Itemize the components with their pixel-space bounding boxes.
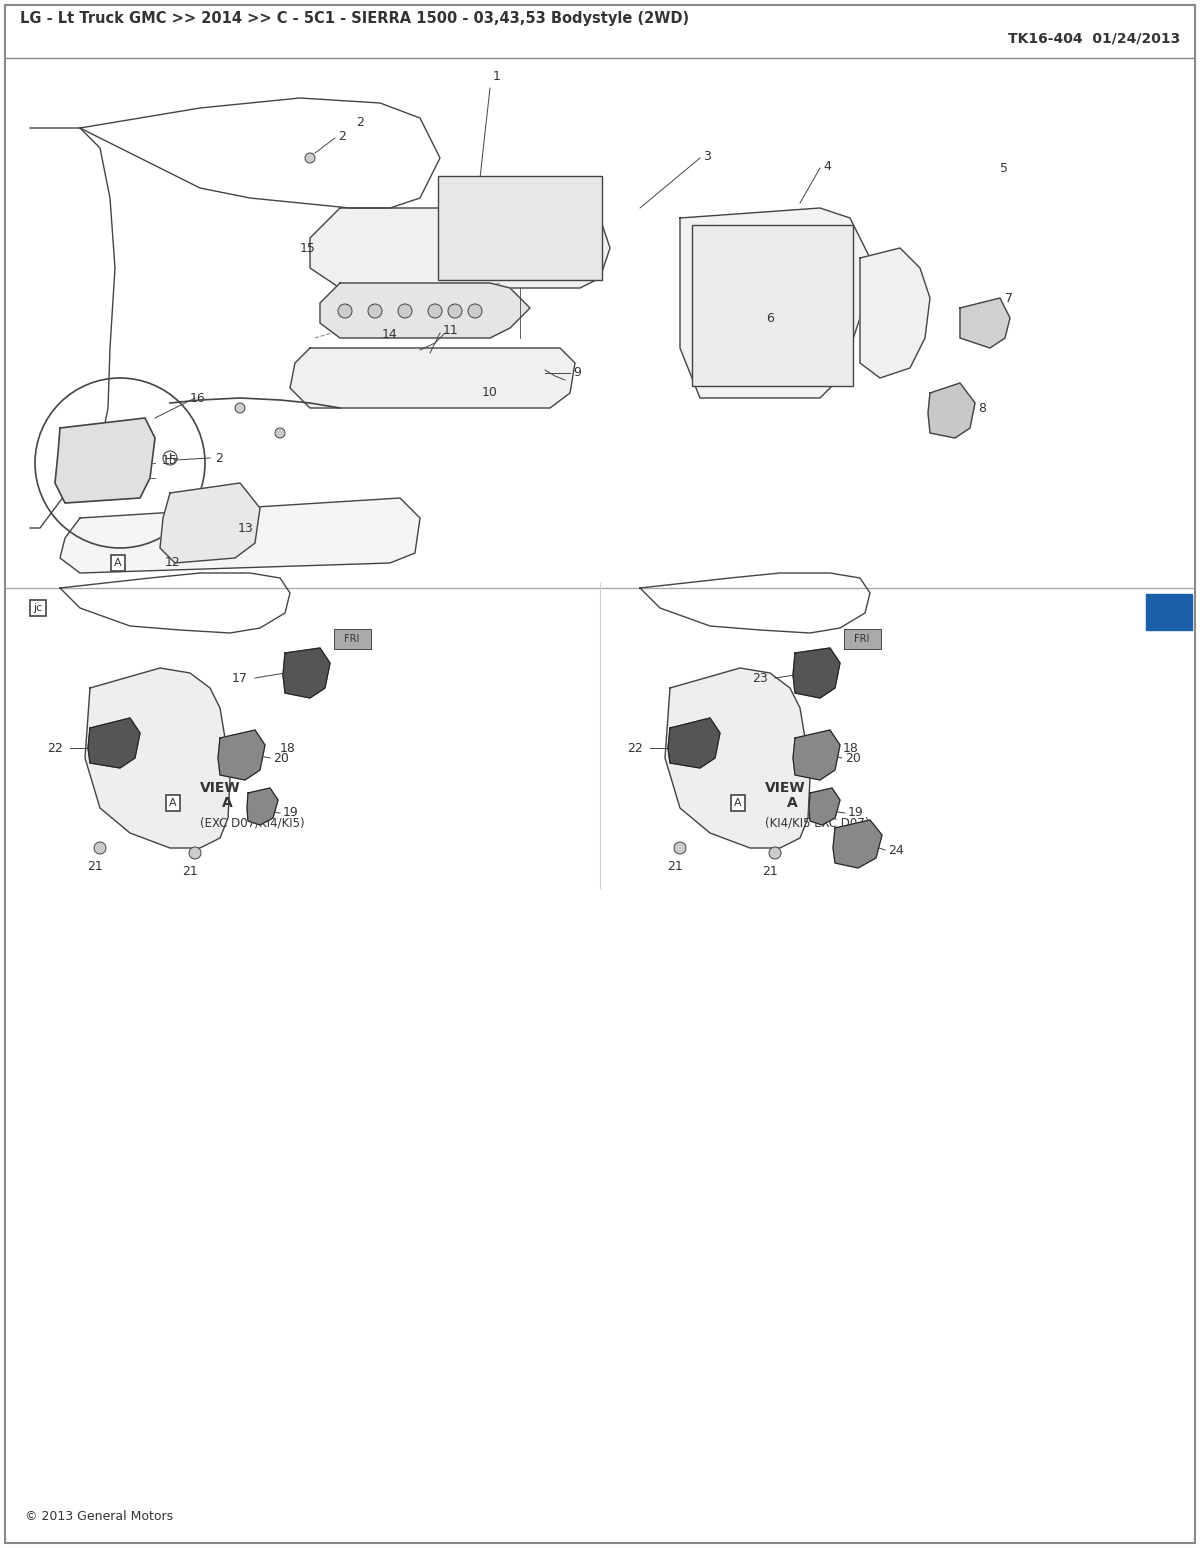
Text: 1: 1	[493, 70, 500, 84]
Text: 21: 21	[667, 861, 683, 873]
Text: 20: 20	[274, 751, 289, 765]
Circle shape	[368, 303, 382, 317]
Circle shape	[468, 303, 482, 317]
Polygon shape	[680, 207, 870, 398]
Text: VIEW: VIEW	[766, 782, 805, 796]
Text: VIEW: VIEW	[200, 782, 241, 796]
Text: 18: 18	[280, 741, 296, 754]
Polygon shape	[320, 283, 530, 337]
Text: A: A	[169, 799, 176, 808]
Text: 5: 5	[1000, 161, 1008, 175]
Polygon shape	[793, 649, 840, 698]
Text: 15: 15	[162, 454, 178, 466]
FancyBboxPatch shape	[844, 628, 881, 649]
Polygon shape	[793, 731, 840, 780]
Text: 3: 3	[703, 150, 710, 163]
Text: A: A	[734, 799, 742, 808]
Text: 20: 20	[845, 751, 860, 765]
Text: 24: 24	[888, 844, 904, 856]
Text: (EXC D07/KI4/KI5): (EXC D07/KI4/KI5)	[200, 816, 305, 830]
Circle shape	[94, 842, 106, 854]
FancyBboxPatch shape	[1146, 594, 1192, 630]
Circle shape	[338, 303, 352, 317]
Text: 22: 22	[47, 741, 64, 754]
FancyBboxPatch shape	[692, 224, 853, 385]
Text: FRI: FRI	[344, 635, 360, 644]
Circle shape	[305, 153, 314, 163]
Text: 8: 8	[978, 401, 986, 415]
Polygon shape	[88, 718, 140, 768]
Text: FRI: FRI	[854, 635, 870, 644]
Text: 2: 2	[356, 116, 364, 130]
Circle shape	[190, 847, 202, 859]
Circle shape	[448, 303, 462, 317]
Text: 21: 21	[88, 861, 103, 873]
Polygon shape	[833, 820, 882, 868]
Polygon shape	[310, 207, 610, 288]
Polygon shape	[665, 669, 810, 848]
Text: 6: 6	[766, 311, 774, 325]
Text: 4: 4	[823, 159, 830, 172]
Text: GM: GM	[1157, 605, 1182, 619]
Text: 2: 2	[338, 130, 346, 142]
Text: 22: 22	[628, 741, 643, 754]
Text: A: A	[222, 796, 233, 810]
Polygon shape	[218, 731, 265, 780]
Polygon shape	[160, 483, 260, 563]
Text: LG - Lt Truck GMC >> 2014 >> C - 5C1 - SIERRA 1500 - 03,43,53 Bodystyle (2WD): LG - Lt Truck GMC >> 2014 >> C - 5C1 - S…	[20, 11, 689, 25]
Text: 14: 14	[382, 328, 398, 342]
Polygon shape	[928, 382, 974, 438]
Text: 21: 21	[182, 865, 198, 878]
FancyBboxPatch shape	[334, 628, 371, 649]
Text: 13: 13	[238, 522, 253, 534]
Text: 17: 17	[232, 672, 248, 684]
Polygon shape	[668, 718, 720, 768]
Text: jc: jc	[34, 604, 43, 613]
Polygon shape	[85, 669, 230, 848]
Text: 11: 11	[443, 324, 458, 336]
Text: © 2013 General Motors: © 2013 General Motors	[25, 1509, 173, 1523]
Text: TK16-404  01/24/2013: TK16-404 01/24/2013	[1008, 31, 1180, 45]
Polygon shape	[290, 348, 575, 409]
Text: 18: 18	[842, 741, 859, 754]
Polygon shape	[60, 498, 420, 573]
Polygon shape	[55, 418, 155, 503]
Polygon shape	[283, 649, 330, 698]
Circle shape	[275, 427, 286, 438]
Circle shape	[235, 402, 245, 413]
Text: (KI4/KI5 EXC D07): (KI4/KI5 EXC D07)	[766, 816, 869, 830]
FancyBboxPatch shape	[438, 176, 602, 280]
Circle shape	[428, 303, 442, 317]
Circle shape	[674, 842, 686, 854]
Text: 16: 16	[190, 392, 205, 404]
Text: A: A	[114, 557, 122, 568]
Circle shape	[398, 303, 412, 317]
Text: 19: 19	[283, 807, 299, 819]
Polygon shape	[860, 248, 930, 378]
Text: 21: 21	[762, 865, 778, 878]
Text: 23: 23	[752, 672, 768, 684]
Text: 10: 10	[482, 387, 498, 399]
Text: 7: 7	[1006, 291, 1013, 305]
Text: A: A	[787, 796, 798, 810]
Polygon shape	[960, 299, 1010, 348]
Text: 2: 2	[215, 452, 223, 464]
Polygon shape	[247, 788, 278, 825]
Text: 12: 12	[166, 556, 181, 570]
Text: 9: 9	[574, 367, 581, 379]
Text: 19: 19	[848, 807, 864, 819]
Text: 15: 15	[300, 241, 316, 254]
Polygon shape	[809, 788, 840, 825]
Circle shape	[769, 847, 781, 859]
